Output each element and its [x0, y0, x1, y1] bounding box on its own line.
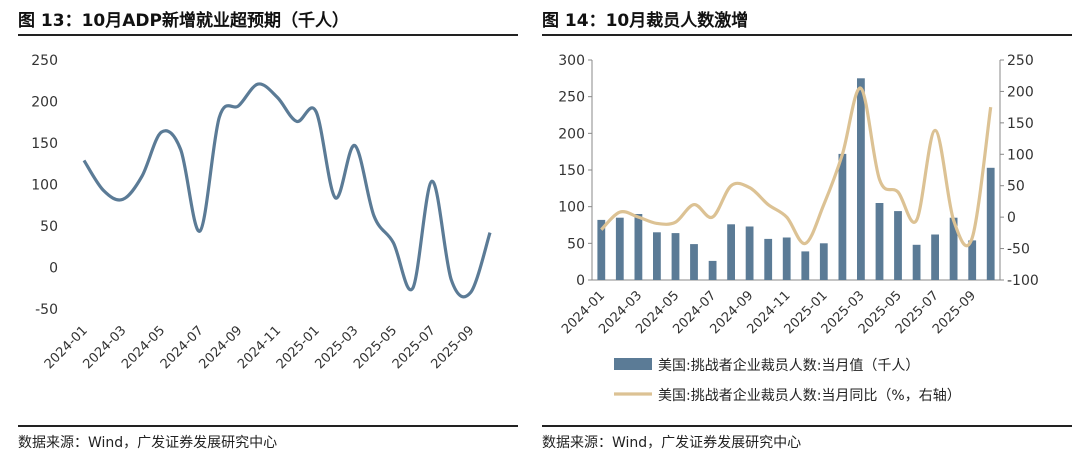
y2-tick-label: -100: [1007, 273, 1039, 289]
bar: [634, 214, 643, 280]
y-tick-label: 250: [558, 90, 585, 106]
chart-panel-adp: 图 13：10月ADP新增就业超预期（千人） -50 0 50 100 150 200 25…: [0, 0, 520, 460]
bar: [931, 234, 939, 280]
legend-swatch-bar: [614, 358, 652, 370]
bar: [949, 217, 958, 280]
bar: [671, 233, 680, 280]
y-tick-label: 150: [31, 136, 58, 152]
source-rule: [18, 425, 518, 427]
bar: [745, 226, 754, 280]
legend-label-bar: 美国:挑战者企业裁员人数:当月值（千人）: [658, 357, 919, 374]
y-tick-label: 100: [558, 200, 585, 216]
bar: [819, 243, 828, 280]
y-tick-label: -50: [35, 302, 58, 318]
bar: [615, 217, 624, 280]
bar: [968, 240, 977, 280]
y-tick-label: 0: [49, 261, 58, 277]
y-tick-label: 150: [558, 163, 585, 179]
y-tick-label: 100: [31, 178, 58, 194]
bar: [986, 167, 995, 280]
y2-tick-label: 150: [1007, 116, 1034, 132]
bar: [838, 153, 847, 280]
y-tick-label: 200: [31, 95, 58, 111]
legend-label-line: 美国:挑战者企业裁员人数:当月同比（%，右轴）: [658, 387, 961, 404]
adp-series-line: [82, 82, 492, 299]
bar: [764, 238, 773, 280]
bar: [782, 237, 791, 280]
bar: [727, 224, 735, 280]
bar: [801, 251, 810, 280]
source-rule: [542, 425, 1072, 427]
y-tick-label: 200: [558, 126, 585, 142]
chart-title: 图 13：10月ADP新增就业超预期（千人）: [18, 11, 349, 31]
y2-tick-label: 250: [1007, 53, 1034, 69]
y-tick-label: 50: [40, 219, 58, 235]
y2-tick-label: 0: [1007, 210, 1016, 226]
y2-tick-label: 100: [1007, 147, 1034, 163]
chart-panel-layoffs: 图 14：10月裁员人数激增 0 50 100 150 200 250 300 -100 -50…: [540, 0, 1080, 460]
y-tick-label: 300: [558, 53, 585, 69]
x-tick-label: 2025-09: [428, 323, 477, 372]
y2-tick-label: 50: [1007, 179, 1025, 195]
bar: [690, 244, 698, 280]
bar: [894, 211, 902, 280]
bar: [857, 78, 865, 280]
data-source: 数据来源：Wind，广发证券发展研究中心: [542, 435, 802, 451]
title-rule: [542, 34, 1072, 36]
y-tick-label: 50: [567, 236, 585, 252]
y-tick-label: 0: [576, 273, 585, 289]
title-rule: [18, 34, 518, 36]
bar: [653, 232, 661, 280]
y-tick-label: 250: [31, 53, 58, 69]
chart-title: 图 14：10月裁员人数激增: [542, 11, 749, 31]
bar: [597, 219, 606, 280]
bar: [912, 244, 921, 280]
bar: [708, 260, 717, 280]
layoffs-combo-chart: 0 50 100 150 200 250 300 -100 -50 0 50 100 150 200 250…: [558, 53, 1039, 404]
bar: [875, 203, 884, 280]
yoy-series-line: [600, 86, 993, 248]
y2-tick-label: -50: [1007, 242, 1030, 258]
adp-line-chart: -500501001502002502024-012024-032024-052…: [31, 53, 492, 372]
data-source: 数据来源：Wind，广发证券发展研究中心: [18, 435, 278, 451]
y2-tick-label: 200: [1007, 84, 1034, 100]
